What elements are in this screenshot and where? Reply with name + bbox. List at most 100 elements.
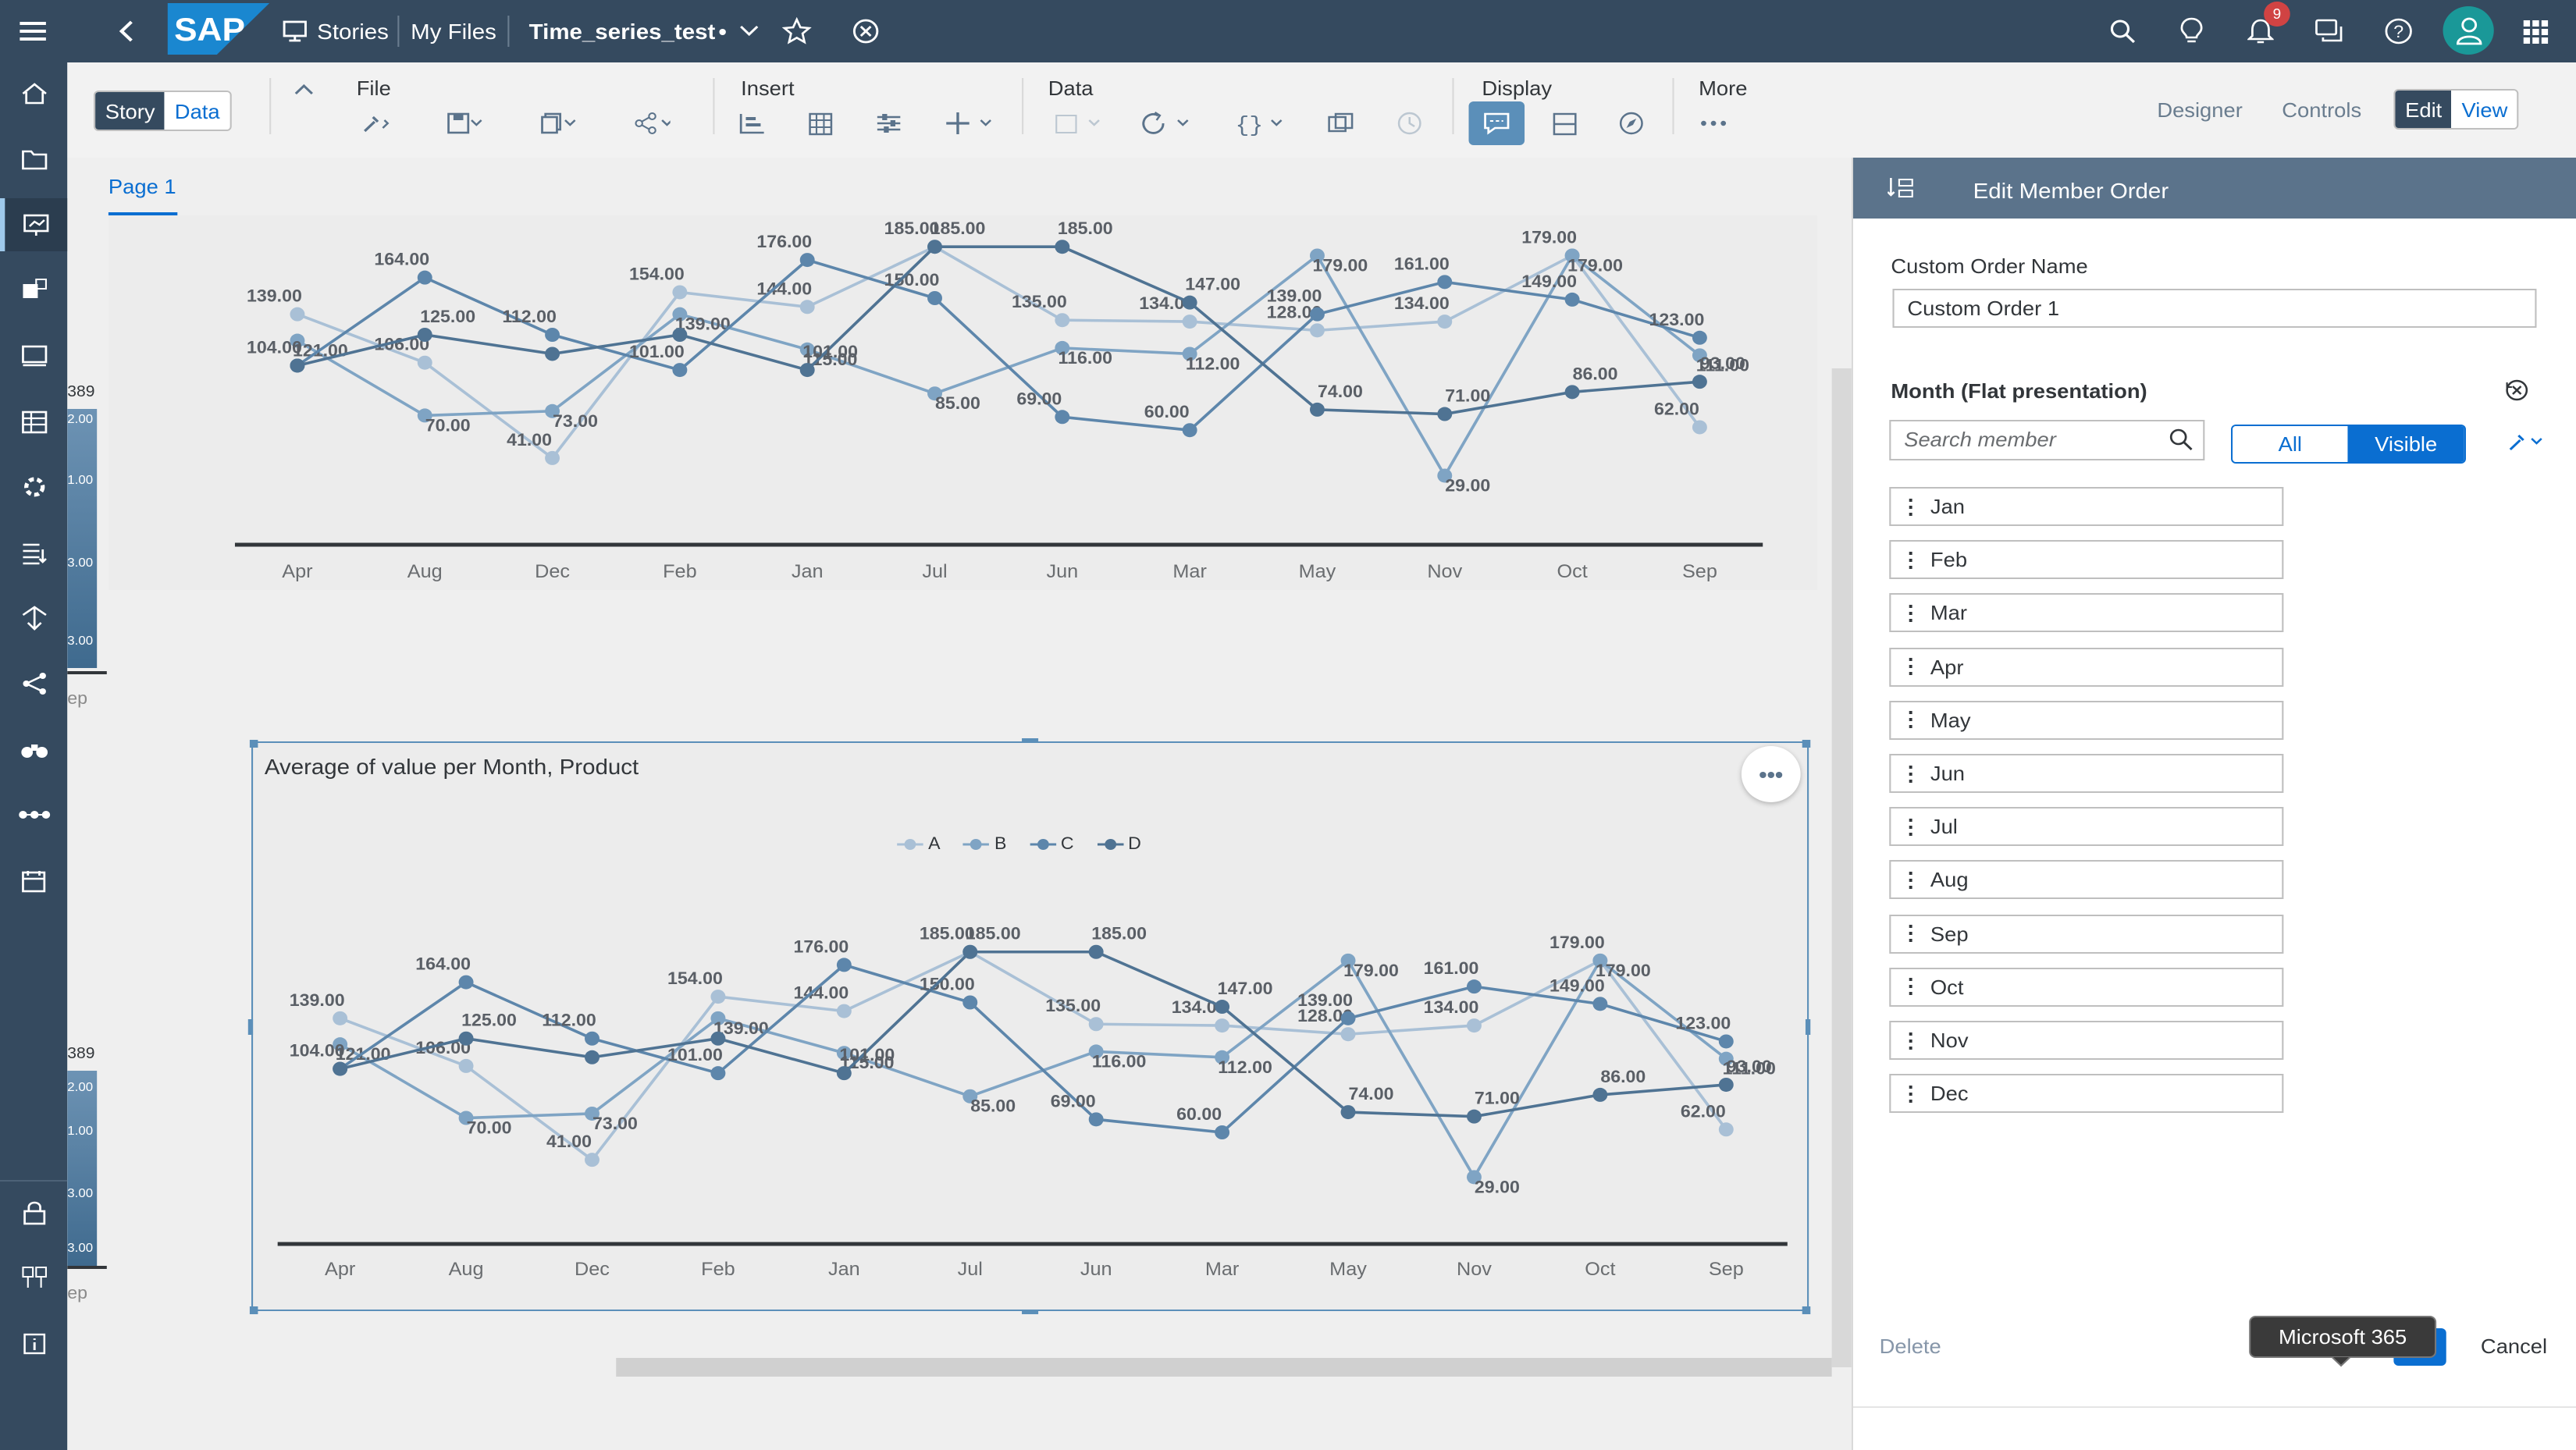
user-avatar[interactable] — [2443, 6, 2494, 55]
notifications-bell-icon[interactable] — [2247, 0, 2274, 62]
drag-handle-icon[interactable]: ⋮ — [1899, 494, 1922, 517]
share-icon[interactable] — [634, 106, 671, 140]
insert-table-icon[interactable] — [802, 106, 838, 140]
drag-handle-icon[interactable]: ⋮ — [1899, 547, 1922, 571]
resize-handle[interactable] — [1802, 740, 1811, 748]
help-icon[interactable]: ? — [2384, 0, 2414, 62]
reset-order-icon[interactable] — [2503, 378, 2530, 403]
file-name-menu[interactable]: Time_series_test • — [529, 0, 760, 62]
member-item-nov[interactable]: ⋮ Nov — [1889, 1021, 2284, 1060]
controls-link[interactable]: Controls — [2282, 98, 2362, 122]
member-item-sep[interactable]: ⋮ Sep — [1889, 914, 2284, 954]
member-item-oct[interactable]: ⋮ Oct — [1889, 967, 2284, 1007]
search-icon[interactable] — [2109, 0, 2136, 62]
legend-item-c[interactable]: C — [1029, 835, 1074, 854]
structure-icon[interactable] — [0, 1252, 67, 1305]
calendar-icon[interactable] — [0, 854, 67, 907]
member-item-aug[interactable]: ⋮ Aug — [1889, 860, 2284, 900]
menu-icon[interactable] — [20, 0, 46, 62]
tools-wrench-icon[interactable] — [358, 106, 394, 140]
back-icon[interactable] — [119, 0, 135, 62]
data-integration-icon[interactable] — [0, 592, 67, 645]
drag-handle-icon[interactable]: ⋮ — [1899, 654, 1922, 678]
drag-handle-icon[interactable]: ⋮ — [1899, 1028, 1922, 1051]
data-source-icon[interactable] — [1051, 106, 1108, 140]
info-icon[interactable] — [0, 1317, 67, 1370]
resize-handle[interactable] — [1802, 1306, 1811, 1314]
vertical-scrollbar[interactable] — [1831, 368, 1852, 1367]
line-chart-tile-2[interactable]: Average of value per Month, Product A B C D… — [251, 741, 1809, 1311]
save-icon[interactable] — [447, 106, 482, 140]
member-item-mar[interactable]: ⋮ Mar — [1889, 593, 2284, 633]
legend-item-b[interactable]: B — [963, 835, 1006, 854]
history-icon[interactable] — [1392, 106, 1428, 140]
workflow-icon[interactable] — [0, 788, 67, 841]
sort-tools-icon[interactable] — [2507, 431, 2547, 453]
search-icon[interactable] — [2169, 428, 2194, 451]
member-item-apr[interactable]: ⋮ Apr — [1889, 647, 2284, 687]
explore-compass-icon[interactable] — [1614, 106, 1649, 140]
member-item-jan[interactable]: ⋮ Jan — [1889, 487, 2284, 526]
add-icon[interactable] — [943, 106, 999, 140]
folder-icon[interactable] — [0, 133, 67, 186]
resize-handle[interactable] — [249, 1306, 258, 1314]
drag-handle-icon[interactable]: ⋮ — [1899, 867, 1922, 891]
insert-chart-icon[interactable] — [735, 106, 770, 140]
home-icon[interactable] — [0, 67, 67, 120]
drag-handle-icon[interactable]: ⋮ — [1899, 1081, 1922, 1105]
chat-icon[interactable] — [2314, 0, 2344, 62]
visible-button[interactable]: Visible — [2347, 426, 2464, 462]
resize-handle[interactable] — [1022, 738, 1039, 743]
resize-handle[interactable] — [249, 740, 258, 748]
analytic-app-icon[interactable] — [0, 264, 67, 317]
view-mode-button[interactable]: View — [2451, 91, 2517, 128]
drag-handle-icon[interactable]: ⋮ — [1899, 921, 1922, 945]
chart-more-actions-icon[interactable]: ••• — [1741, 746, 1801, 802]
stories-nav-icon[interactable] — [0, 198, 68, 251]
story-tab[interactable]: Story — [95, 92, 165, 130]
horizontal-scrollbar[interactable] — [616, 1358, 1832, 1377]
lightbulb-icon[interactable] — [2180, 0, 2203, 62]
drag-handle-icon[interactable]: ⋮ — [1899, 974, 1922, 998]
favorite-star-icon[interactable] — [781, 0, 812, 62]
drag-handle-icon[interactable]: ⋮ — [1899, 600, 1922, 624]
resize-handle[interactable] — [1022, 1310, 1039, 1314]
formula-braces-icon[interactable]: {} — [1234, 106, 1290, 140]
lock-icon[interactable] — [0, 1186, 67, 1239]
drag-handle-icon[interactable]: ⋮ — [1899, 761, 1922, 784]
refresh-icon[interactable] — [1140, 106, 1197, 140]
line-chart-tile-1[interactable]: Apr Aug Dec Feb Jan Jul Jun Mar May Nov Oct Sep 139.… — [108, 215, 1817, 590]
more-overflow-icon[interactable] — [1695, 106, 1731, 140]
order-name-field[interactable]: Custom Order 1 — [1892, 289, 2537, 328]
insert-input-control-icon[interactable] — [870, 106, 906, 140]
designer-link[interactable]: Designer — [2157, 98, 2243, 122]
datasets-icon[interactable] — [0, 395, 67, 448]
digital-boardroom-icon[interactable] — [0, 329, 67, 382]
grid-view-icon[interactable] — [1546, 106, 1582, 140]
all-button[interactable]: All — [2233, 426, 2348, 462]
member-item-may[interactable]: ⋮ May — [1889, 700, 2284, 740]
data-tab[interactable]: Data — [165, 92, 230, 130]
member-item-jun[interactable]: ⋮ Jun — [1889, 754, 2284, 793]
resize-handle[interactable] — [247, 1019, 254, 1035]
product-switch-grid-icon[interactable] — [2523, 0, 2549, 62]
delete-button[interactable]: Delete — [1879, 1334, 1941, 1358]
comment-icon[interactable] — [1468, 101, 1525, 145]
resize-handle[interactable] — [1805, 1019, 1811, 1035]
member-item-jul[interactable]: ⋮ Jul — [1889, 807, 2284, 847]
edit-mode-button[interactable]: Edit — [2395, 91, 2452, 128]
legend-item-d[interactable]: D — [1097, 835, 1141, 854]
binoculars-icon[interactable] — [0, 723, 67, 776]
drag-handle-icon[interactable]: ⋮ — [1899, 707, 1922, 731]
data-analyzer-icon[interactable] — [0, 526, 67, 579]
collapse-toolbar-icon[interactable] — [286, 72, 322, 106]
link-dimensions-icon[interactable] — [1322, 106, 1358, 140]
stories-link[interactable]: Stories — [283, 0, 389, 62]
page-tab[interactable]: Page 1 — [108, 175, 176, 198]
modeler-icon[interactable] — [0, 460, 67, 514]
my-files-link[interactable]: My Files — [411, 0, 496, 62]
sap-logo[interactable]: SAP — [167, 3, 270, 55]
drag-handle-icon[interactable]: ⋮ — [1899, 814, 1922, 838]
member-item-feb[interactable]: ⋮ Feb — [1889, 540, 2284, 580]
copy-icon[interactable] — [540, 106, 576, 140]
